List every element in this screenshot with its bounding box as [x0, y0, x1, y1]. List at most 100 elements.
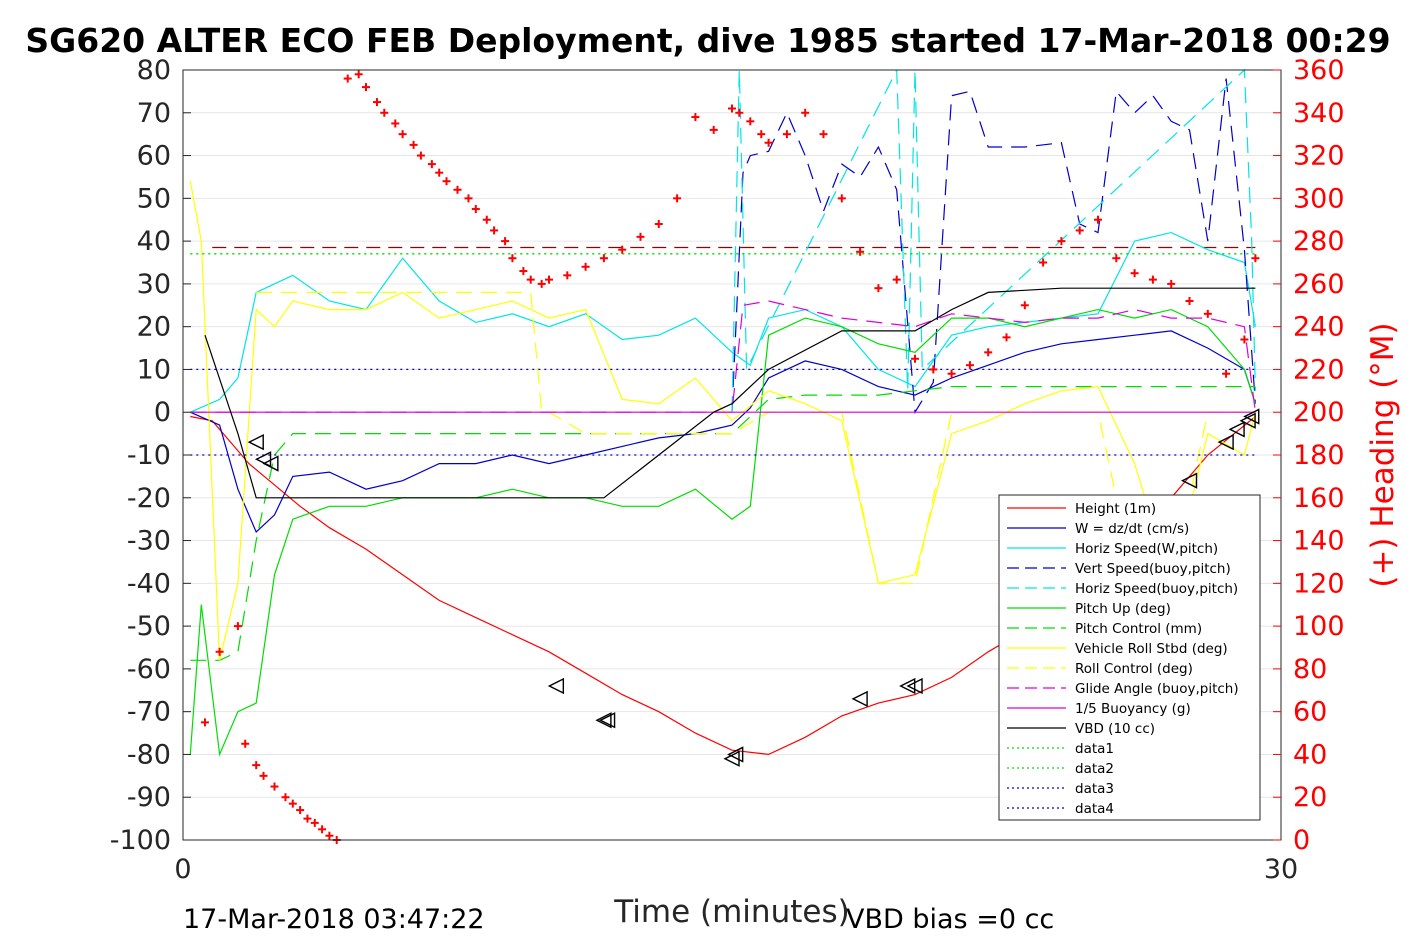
left-tick-label: -90 — [127, 782, 171, 813]
right-tick-label: 140 — [1293, 526, 1345, 557]
heading-point — [362, 83, 370, 92]
heading-point — [354, 70, 363, 79]
heading-point — [288, 799, 297, 808]
heading-point — [1020, 301, 1029, 310]
heading-point — [1222, 369, 1231, 378]
left-tick-label: -50 — [127, 611, 171, 642]
heading-point — [673, 194, 682, 203]
left-axis-ticks: 80 70 60 50 40 30 20 10 0 -10 -20 -30 -40 -50 -60 -70 -8… — [110, 55, 191, 856]
right-tick-label: 20 — [1293, 782, 1327, 813]
series-line-11 — [204, 287, 1256, 499]
left-tick-label: -10 — [127, 440, 171, 471]
heading-point — [380, 108, 389, 117]
triangle-marker — [254, 451, 272, 468]
triangle-marker — [595, 712, 612, 729]
vbd-bias-footer: VBD bias =0 cc — [846, 904, 1054, 935]
right-tick-label: 260 — [1293, 269, 1345, 300]
heading-point — [435, 168, 444, 177]
heading-point — [636, 232, 645, 241]
right-tick-label: 40 — [1293, 739, 1327, 770]
left-tick-label: -60 — [127, 654, 171, 685]
legend-label: Pitch Control (mm) — [1075, 621, 1202, 637]
heading-point — [416, 151, 425, 160]
legend-label: data1 — [1075, 741, 1114, 757]
right-tick-label: 340 — [1293, 98, 1345, 129]
heading-point — [1203, 309, 1212, 318]
legend-label: data2 — [1075, 761, 1114, 777]
heading-point — [519, 267, 528, 276]
series-line-7 — [189, 181, 1256, 661]
heading-point — [691, 113, 700, 122]
heading-point — [1167, 279, 1176, 288]
heading-point — [427, 160, 436, 169]
heading-point — [984, 348, 993, 357]
triangle-marker — [1228, 421, 1245, 438]
right-tick-label: 120 — [1293, 568, 1345, 599]
right-tick-label: 0 — [1293, 825, 1310, 856]
heading-point — [1240, 335, 1249, 344]
left-tick-label: -30 — [127, 526, 171, 557]
heading-point — [599, 254, 608, 263]
left-tick-label: -40 — [127, 568, 171, 599]
legend-label: VBD (10 cc) — [1075, 721, 1155, 737]
x-axis-ticks: 0 30 — [174, 854, 1298, 885]
triangle-marker — [1243, 408, 1260, 425]
legend-label: Horiz Speed(buoy,pitch) — [1075, 581, 1238, 597]
right-tick-label: 180 — [1293, 440, 1345, 471]
heading-point — [215, 647, 224, 656]
left-tick-label: 0 — [154, 397, 171, 428]
right-tick-label: 100 — [1293, 611, 1345, 642]
heading-point — [1148, 275, 1157, 284]
legend-label: Vert Speed(buoy,pitch) — [1075, 561, 1231, 577]
triangle-marker — [547, 677, 565, 695]
heading-point — [709, 125, 718, 134]
left-tick-label: 20 — [137, 312, 171, 343]
heading-point — [343, 74, 352, 83]
heading-point — [1112, 254, 1121, 263]
triangle-marker — [1239, 412, 1256, 429]
right-tick-label: 220 — [1293, 354, 1345, 385]
heading-point — [310, 818, 319, 827]
heading-point — [1185, 297, 1194, 305]
right-tick-label: 360 — [1293, 55, 1345, 86]
heading-point — [508, 254, 517, 263]
heading-point — [801, 108, 810, 117]
right-tick-label: 320 — [1293, 141, 1345, 172]
x-axis-label: Time (minutes) — [613, 894, 849, 930]
heading-point — [281, 793, 290, 802]
heading-point — [837, 194, 846, 203]
heading-point — [1094, 215, 1102, 224]
x-tick-label: 30 — [1264, 854, 1298, 885]
heading-point — [757, 130, 766, 139]
series-line-1 — [190, 330, 1256, 534]
left-tick-label: 50 — [137, 183, 171, 214]
heading-point — [453, 185, 462, 194]
chart-title: SG620 ALTER ECO FEB Deployment, dive 198… — [25, 21, 1390, 60]
right-tick-label: 280 — [1293, 226, 1345, 257]
left-tick-label: -70 — [127, 697, 171, 728]
heading-point — [490, 226, 499, 235]
legend-label: Height (1m) — [1075, 501, 1156, 517]
left-tick-label: 80 — [137, 55, 171, 86]
heading-point — [233, 622, 242, 631]
heading-point — [929, 365, 938, 374]
heading-point — [965, 361, 974, 370]
timestamp-footer: 17-Mar-2018 03:47:22 — [183, 904, 485, 935]
heading-point — [537, 279, 546, 288]
left-tick-label: -20 — [127, 483, 171, 514]
heading-point — [464, 194, 473, 203]
triangle-marker — [1217, 434, 1234, 451]
right-tick-label: 240 — [1293, 312, 1345, 343]
left-tick-label: 10 — [137, 354, 171, 385]
heading-point — [398, 130, 407, 139]
triangle-marker — [1180, 472, 1198, 489]
triangle-marker — [262, 455, 279, 472]
series-line-9 — [190, 300, 1256, 413]
heading-point — [501, 237, 510, 246]
heading-point — [874, 284, 883, 293]
legend: Height (1m) W = dz/dt (cm/s) Horiz Speed(W… — [998, 494, 1261, 821]
heading-point — [471, 205, 480, 214]
heading-point — [325, 831, 334, 840]
heading-point — [241, 739, 250, 748]
heading-point — [911, 354, 919, 363]
